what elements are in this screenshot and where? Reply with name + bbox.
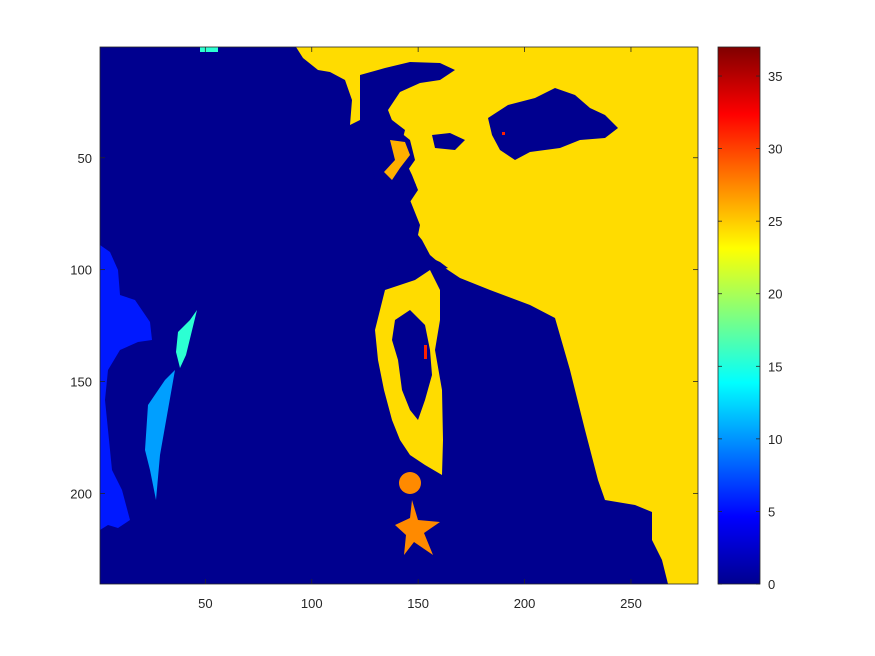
hand-region bbox=[392, 310, 432, 420]
top-green-speck bbox=[200, 47, 218, 52]
colorbar-tick-label: 0 bbox=[768, 577, 775, 592]
plot-frame bbox=[99, 46, 699, 585]
left-edge-region bbox=[100, 245, 152, 530]
foreground-region bbox=[296, 47, 698, 584]
colorbar-tick-label: 20 bbox=[768, 287, 782, 302]
y-tick-label: 100 bbox=[70, 263, 92, 278]
colorbar: 0 5 10 15 20 25 30 35 bbox=[717, 46, 782, 592]
colorbar-gradient bbox=[717, 46, 761, 585]
x-tick-label: 250 bbox=[620, 596, 642, 611]
y-tick-label: 150 bbox=[70, 375, 92, 390]
colorbar-tick-label: 35 bbox=[768, 69, 782, 84]
x-axis: 50 100 150 200 250 bbox=[198, 47, 642, 611]
red-speck bbox=[424, 345, 427, 359]
eye-patch bbox=[432, 133, 465, 150]
x-tick-label: 150 bbox=[407, 596, 429, 611]
colorbar-tick-label: 5 bbox=[768, 504, 775, 519]
red-speck bbox=[502, 132, 505, 135]
colorbar-tick-label: 10 bbox=[768, 432, 782, 447]
left-green-strip bbox=[176, 310, 197, 368]
y-tick-label: 50 bbox=[78, 151, 92, 166]
colorbar-tick-label: 25 bbox=[768, 214, 782, 229]
ornament-circle bbox=[399, 472, 421, 494]
y-axis: 50 100 150 200 bbox=[70, 151, 698, 501]
x-tick-label: 200 bbox=[514, 596, 536, 611]
left-cyan-strip bbox=[145, 370, 175, 500]
colorbar-tick-label: 30 bbox=[768, 142, 782, 157]
x-tick-label: 100 bbox=[301, 596, 323, 611]
y-tick-label: 200 bbox=[70, 486, 92, 501]
colorbar-tick-label: 15 bbox=[768, 359, 782, 374]
small-orange-patch bbox=[384, 140, 410, 180]
colorbar-ticks: 0 5 10 15 20 25 30 35 bbox=[718, 69, 782, 592]
heatmap-image bbox=[100, 47, 698, 584]
upper-right-patch bbox=[488, 88, 618, 160]
x-tick-label: 50 bbox=[198, 596, 212, 611]
ornament-star bbox=[395, 500, 440, 555]
